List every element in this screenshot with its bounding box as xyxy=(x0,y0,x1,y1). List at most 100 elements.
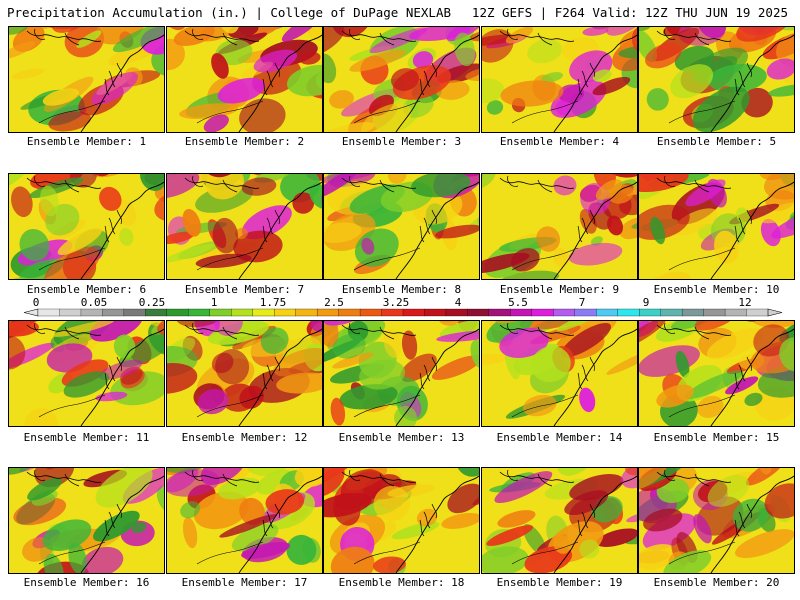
precip-colorbar: 0 0.05 0.25 1 1.75 2.5 3.25 4 5.5 7 9 12 xyxy=(18,297,788,319)
colorbar-tick-label: 12 xyxy=(738,297,751,309)
colorbar-swatch xyxy=(59,308,82,317)
colorbar-swatch xyxy=(746,308,769,317)
colorbar-swatch xyxy=(445,308,468,317)
colorbar-swatch xyxy=(424,308,447,317)
colorbar-swatch xyxy=(488,308,511,317)
ensemble-member-map xyxy=(8,173,165,280)
colorbar-tick-label: 0.05 xyxy=(81,297,108,309)
colorbar-swatch xyxy=(231,308,254,317)
ensemble-member-map xyxy=(166,467,323,574)
precip-field xyxy=(639,27,794,132)
ensemble-member-map xyxy=(8,320,165,427)
colorbar-swatch xyxy=(381,308,404,317)
ensemble-member-map xyxy=(638,320,795,427)
precip-field xyxy=(639,468,794,573)
colorbar-tick-label: 2.5 xyxy=(324,297,344,309)
colorbar-swatch xyxy=(80,308,103,317)
member-caption: Ensemble Member: 3 xyxy=(341,135,462,148)
colorbar-tick-label: 9 xyxy=(643,297,650,309)
precip-field xyxy=(167,27,322,132)
precip-field xyxy=(9,27,164,132)
precip-field xyxy=(639,174,794,279)
ensemble-member-map xyxy=(638,173,795,280)
colorbar-tick-label: 5.5 xyxy=(508,297,528,309)
precip-field xyxy=(482,174,637,279)
ensemble-member-map xyxy=(323,320,480,427)
colorbar-tick-label: 1.75 xyxy=(260,297,287,309)
member-caption: Ensemble Member: 8 xyxy=(341,283,462,296)
member-caption: Ensemble Member: 4 xyxy=(499,135,620,148)
precip-field xyxy=(482,321,637,426)
colorbar-tick-label: 1 xyxy=(211,297,218,309)
precip-field xyxy=(324,174,479,279)
member-caption: Ensemble Member: 19 xyxy=(496,576,623,589)
colorbar-swatch xyxy=(295,308,318,317)
colorbar-swatch xyxy=(724,308,747,317)
colorbar-swatch xyxy=(359,308,382,317)
member-caption: Ensemble Member: 14 xyxy=(496,431,623,444)
map-title: Precipitation Accumulation (in.) | Colle… xyxy=(7,5,452,20)
member-caption: Ensemble Member: 1 xyxy=(26,135,147,148)
precip-field xyxy=(9,321,164,426)
colorbar-min-arrow xyxy=(23,308,39,317)
ensemble-member-map xyxy=(481,467,638,574)
colorbar-swatch xyxy=(617,308,640,317)
precip-field xyxy=(167,321,322,426)
colorbar-swatch xyxy=(274,308,297,317)
colorbar-swatch xyxy=(188,308,211,317)
colorbar-swatch xyxy=(252,308,275,317)
ensemble-member-map xyxy=(481,173,638,280)
ensemble-member-map xyxy=(323,173,480,280)
ensemble-member-map xyxy=(638,467,795,574)
colorbar-swatch xyxy=(102,308,125,317)
ensemble-member-map xyxy=(323,26,480,133)
colorbar-swatch xyxy=(703,308,726,317)
member-caption: Ensemble Member: 10 xyxy=(653,283,780,296)
colorbar-swatch xyxy=(145,308,168,317)
colorbar-swatch xyxy=(660,308,683,317)
precip-field xyxy=(167,174,322,279)
precip-field xyxy=(639,321,794,426)
run-valid-time: 12Z GEFS | F264 Valid: 12Z THU JUN 19 20… xyxy=(471,5,788,20)
colorbar-tick-label: 0.25 xyxy=(139,297,166,309)
member-caption: Ensemble Member: 18 xyxy=(338,576,465,589)
ensemble-member-map xyxy=(638,26,795,133)
colorbar-swatch xyxy=(467,308,490,317)
colorbar-swatch xyxy=(681,308,705,317)
colorbar-swatch xyxy=(123,308,146,317)
precip-field xyxy=(482,468,637,573)
colorbar-swatch xyxy=(531,308,554,317)
precip-field xyxy=(324,321,479,426)
colorbar-swatch xyxy=(209,308,232,317)
colorbar-max-arrow xyxy=(767,308,783,317)
ensemble-member-map xyxy=(166,173,323,280)
colorbar-swatch xyxy=(596,308,619,317)
precip-field xyxy=(9,468,164,573)
ensemble-member-map xyxy=(166,26,323,133)
colorbar-swatch xyxy=(510,308,533,317)
ensemble-member-map xyxy=(481,26,638,133)
colorbar-tick-label: 3.25 xyxy=(383,297,410,309)
colorbar-swatch xyxy=(166,308,189,317)
member-caption: Ensemble Member: 13 xyxy=(338,431,465,444)
member-caption: Ensemble Member: 20 xyxy=(653,576,780,589)
member-caption: Ensemble Member: 17 xyxy=(181,576,308,589)
member-caption: Ensemble Member: 16 xyxy=(23,576,150,589)
member-caption: Ensemble Member: 11 xyxy=(23,431,150,444)
colorbar-swatch xyxy=(316,308,340,317)
member-caption: Ensemble Member: 5 xyxy=(656,135,777,148)
colorbar-tick-label: 7 xyxy=(579,297,586,309)
precip-field xyxy=(482,27,637,132)
colorbar-swatch xyxy=(338,308,361,317)
precip-field xyxy=(324,27,479,132)
colorbar-swatch xyxy=(37,308,60,317)
colorbar-swatch xyxy=(402,308,425,317)
colorbar-tick-label: 0 xyxy=(33,297,40,309)
member-caption: Ensemble Member: 6 xyxy=(26,283,147,296)
member-caption: Ensemble Member: 12 xyxy=(181,431,308,444)
colorbar-swatch xyxy=(574,308,597,317)
ensemble-member-map xyxy=(323,467,480,574)
precip-field xyxy=(324,468,479,573)
ensemble-member-map xyxy=(8,26,165,133)
member-caption: Ensemble Member: 7 xyxy=(184,283,305,296)
